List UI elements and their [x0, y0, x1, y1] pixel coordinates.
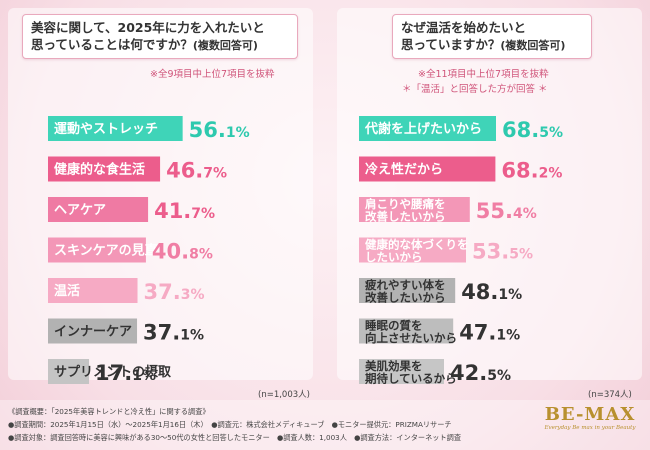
- right-bar-label-4-line1: 健康的な体づくりを: [365, 238, 469, 252]
- left-note: ※全9項目中上位7項目を抜粋: [150, 69, 275, 80]
- right-bar-label-5-line1: 疲れやすい体を: [365, 278, 446, 292]
- left-value-label-5: 37.3%: [144, 280, 205, 304]
- left-bar-6: [48, 318, 138, 344]
- left-bar-label-3: ヘアケア: [54, 203, 106, 218]
- right-bar-label-6-line1: 睡眠の質を: [365, 319, 423, 333]
- right-bar-4: [359, 237, 466, 263]
- left-value-label-7: 17.1%: [95, 361, 156, 385]
- left-bar-3: [48, 197, 149, 222]
- right-bar-2: [359, 156, 496, 182]
- left-question-line2: 思っていることは何ですか？: [31, 37, 193, 52]
- right-bar-label-1: 代謝を上げたいから: [364, 121, 482, 137]
- brand-logo-text: BE-MAX: [544, 404, 636, 425]
- footer-survey-title: 《調査概要：「2025年美容トレンドと冷え性」に関する調査》: [8, 407, 210, 416]
- left-bar-label-5: 温活: [54, 283, 80, 299]
- right-bar-3: [359, 197, 470, 222]
- left-value-label-2: 46.7%: [166, 159, 227, 183]
- right-bar-7: [359, 359, 444, 384]
- left-bar-7: [48, 359, 90, 384]
- left-bar-label-7: サプリメントの摂取: [54, 364, 172, 380]
- right-question-suffix: (複数回答可): [500, 39, 566, 52]
- right-bar-label-7-line1: 美肌効果を: [365, 359, 423, 373]
- right-bar-5: [359, 278, 456, 303]
- left-question-line1: 美容に関して、2025年に力を入れたいと: [31, 20, 265, 35]
- right-bar-label-5-line2: 改善したいから: [365, 291, 446, 305]
- left-bar-label-4: スキンケアの見直し: [54, 243, 171, 259]
- right-bar-label-2: 冷え性だから: [365, 162, 443, 178]
- left-bar-label-2: 健康的な食生活: [54, 162, 145, 178]
- right-value-label-2: 68.2%: [501, 159, 562, 183]
- right-bar-label-6-line2: 向上させたいから: [365, 331, 457, 345]
- right-n-count: (n=374人): [588, 390, 632, 400]
- right-question: なぜ温活を始めたいと 思っていますか？(複数回答可): [392, 14, 592, 59]
- left-bar-label-6: インナーケア: [54, 325, 132, 340]
- footer-survey-period: ●調査期間：2025年1月15日（水）～2025年1月16日（木） ●調査元：株…: [8, 420, 452, 429]
- left-value-label-1: 56.1%: [189, 118, 250, 142]
- right-bar-label-7-line2: 期待しているから: [365, 372, 457, 386]
- right-bar-label-4-line2: したいから: [365, 250, 423, 264]
- right-value-label-3: 55.4%: [476, 199, 537, 223]
- left-bar-5: [48, 278, 138, 303]
- right-value-label-4: 53.5%: [472, 240, 533, 264]
- left-n-count: (n=1,003人): [258, 390, 310, 400]
- right-note1: ※全11項目中上位7項目を抜粋: [418, 69, 549, 80]
- left-bar-2: [48, 156, 161, 182]
- left-bar-1: [48, 116, 183, 141]
- right-note2: ＊「温活」と回答した方が回答 ＊: [402, 84, 548, 95]
- footer: [0, 400, 650, 450]
- right-question-line2: 思っていますか？: [401, 37, 501, 52]
- brand-tagline: Everyday Be max in your Beauty: [544, 425, 636, 431]
- left-question: 美容に関して、2025年に力を入れたいと 思っていることは何ですか？(複数回答可…: [22, 14, 298, 59]
- brand-logo: BE-MAX Everyday Be max in your Beauty: [538, 404, 642, 431]
- right-bar-label-3-line2: 改善したいから: [365, 210, 446, 224]
- right-bar-label-3-line1: 肩こりや腰痛を: [365, 197, 446, 211]
- right-value-label-5: 48.1%: [461, 280, 522, 304]
- left-bar-4: [48, 237, 146, 263]
- left-bar-label-1: 運動やストレッチ: [54, 121, 158, 137]
- right-chart-card: [337, 8, 642, 380]
- left-value-label-3: 41.7%: [154, 199, 215, 223]
- left-value-label-6: 37.1%: [143, 321, 204, 345]
- left-chart-card: [8, 8, 313, 380]
- left-question-suffix: (複数回答可): [192, 39, 258, 52]
- right-bar-1: [359, 116, 496, 141]
- right-value-label-7: 42.5%: [450, 361, 511, 385]
- left-value-label-4: 40.8%: [152, 240, 213, 264]
- right-value-label-6: 47.1%: [459, 321, 520, 345]
- right-value-label-1: 68.5%: [502, 118, 563, 142]
- left-bar-chart: 運動やストレッチ 56.1% 健康的な食生活 46.7% ヘアケア 41.7% スキンケアの…: [48, 116, 563, 386]
- footer-survey-target: ●調査対象：調査回答時に美容に興味がある30～50代の女性と回答したモニター ●…: [8, 433, 462, 442]
- right-bar-6: [359, 318, 454, 344]
- right-question-line1: なぜ温活を始めたいと: [401, 20, 527, 35]
